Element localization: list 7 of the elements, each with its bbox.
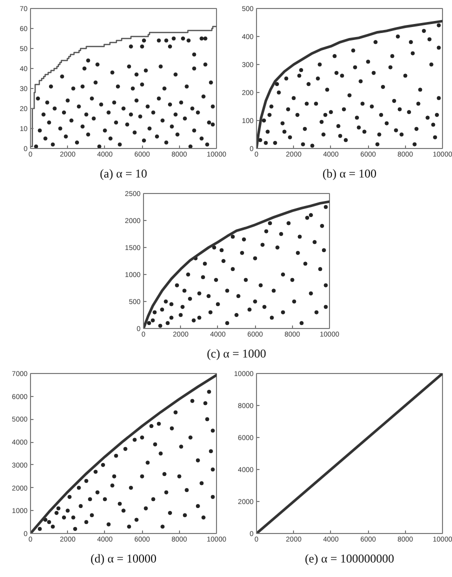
text: (d) α = 10000 [90, 552, 157, 566]
text: (e) α = 100000000 [304, 552, 394, 566]
line-series [30, 374, 216, 534]
line-series [256, 374, 442, 534]
text: (a) α = 10 [100, 166, 148, 180]
text: (b) α = 100 [322, 166, 377, 180]
text: (c) α = 1000 [206, 346, 266, 360]
